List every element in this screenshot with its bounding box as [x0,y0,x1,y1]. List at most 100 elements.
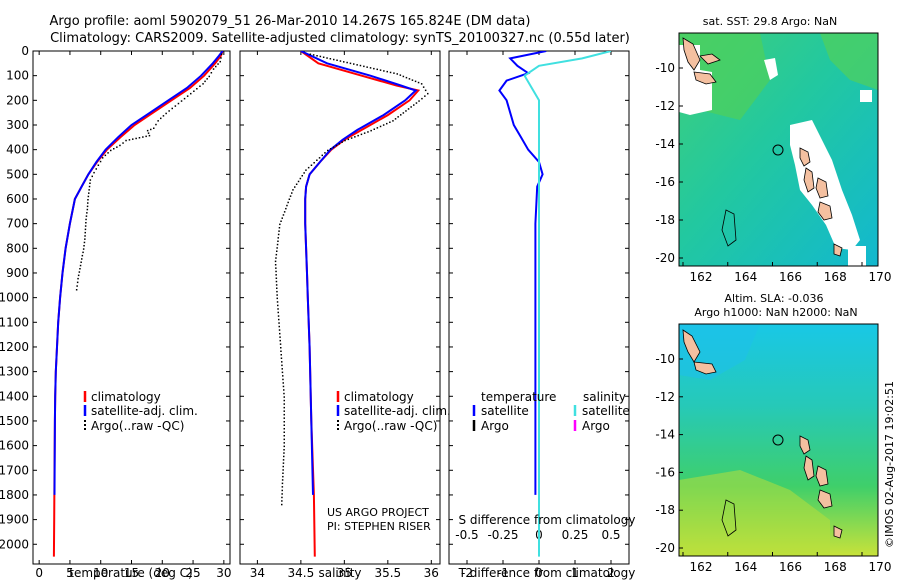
map-x-tick-label: 164 [734,270,757,284]
y-tick-label: 1900 [0,513,29,527]
sst-map-ticks: 162 164 166 168 170 -10 -12 -14 -16 -18 -20 [655,61,891,284]
island [815,465,829,487]
argo-dot [281,486,284,488]
argo-dot [210,72,213,74]
argo-dot [392,120,394,122]
argo-dot [318,157,321,159]
argo-dot [99,160,102,163]
argo-dot [142,136,144,138]
argo-dot [310,164,313,166]
argo-dot [82,248,85,250]
argo-dot [303,172,305,174]
argo-dot [338,143,341,145]
argo-dot [322,56,325,58]
argo-dot [81,258,83,260]
argo-dot [95,168,97,170]
argo-dot [420,83,423,85]
argo-dot [354,136,356,138]
island [803,455,815,481]
argo-dot [281,217,283,219]
argo-dot [356,64,358,66]
argo-dot [353,63,355,65]
map-x-tick-label: 168 [824,270,847,284]
series-dots-argo [274,53,429,506]
sst-missing-area [848,246,866,266]
argo-dot [292,189,294,191]
argo-dot [283,389,285,391]
argo-dot [84,235,86,237]
argo-dot [282,465,284,468]
legend-label-climatology: climatology [344,390,414,404]
x-tick-label: 35.5 [374,566,401,580]
argo-dot [394,118,397,120]
s-tick-label: 0.5 [601,528,620,542]
argo-dot [283,452,285,454]
argo-dot [281,479,284,481]
argo-dot [212,68,215,70]
s-tick-label: 0.25 [562,528,589,542]
argo-dot [386,122,388,125]
argo-dot [280,354,282,356]
argo-dot [122,142,124,144]
y-tick-label: 1000 [0,291,29,305]
argo-dot [376,127,379,129]
argo-dot [281,493,283,495]
argo-dot [283,399,285,402]
argo-dot [128,139,131,141]
series-line-t-satellite [498,51,547,495]
salinity-legend: climatology satellite-adj. clim. Argo(..… [336,390,451,433]
argo-dot [219,60,221,63]
argo-dot [276,250,278,252]
argo-dot [396,73,398,75]
map-y-tick-label: -12 [655,99,675,113]
argo-dot [135,137,137,140]
salinity-panel-frame [239,50,441,565]
sst-missing-area [764,58,778,80]
argo-dot [357,134,359,137]
y-tick-label: 500 [6,167,29,181]
sst-map-title: sat. SST: 29.8 Argo: NaN [703,15,837,28]
map-x-tick-label: 162 [690,560,713,574]
argo-dot [275,257,277,259]
sst-missing-area [860,90,872,102]
argo-dot [279,332,281,335]
argo-dot [407,108,410,110]
series-dots-argo [75,53,223,291]
argo-dot [275,270,277,273]
argo-dot [297,180,300,183]
legend-label-argo: Argo(..raw -QC) [344,419,437,433]
argo-dot [279,223,281,226]
island [833,525,843,539]
argo-dot [422,86,425,88]
series-line-climatology [300,51,421,557]
s-tick-label: -0.5 [455,528,478,542]
argo-dot [421,97,423,100]
argo-dot [89,179,92,181]
argo-dot [282,378,284,381]
argo-dot [277,237,279,239]
argo-float-marker [772,434,784,446]
map-y-tick-label: -16 [655,465,675,479]
sla-map-title-line1: Altim. SLA: -0.036 [724,292,823,305]
argo-dot [85,222,87,224]
y-tick-label: 400 [6,143,29,157]
map-y-tick-label: -16 [655,175,675,189]
island [815,177,829,199]
temperature-axes: 0 5 10 15 20 25 300100200300400500600700800900… [0,44,231,580]
x-tick-label: 10 [93,566,108,580]
temperature-legend: climatology satellite-adj. clim. Argo(..… [83,390,198,433]
argo-dot [283,455,285,458]
argo-dot [280,347,282,349]
argo-dot [282,385,285,388]
imos-watermark: ©IMOS 02-Aug-2017 19:02:51 [883,381,896,548]
argo-dot [279,336,281,338]
argo-dot [88,185,91,188]
figure-title-line2: Climatology: CARS2009. Satellite-adjuste… [50,31,630,46]
map-y-tick-label: -14 [655,137,675,151]
reef-outline [721,209,737,247]
argo-dot [332,146,335,148]
argo-dot [276,247,278,249]
x-tick-label: 30 [216,566,231,580]
argo-dot [386,70,388,73]
argo-dot [87,202,89,204]
